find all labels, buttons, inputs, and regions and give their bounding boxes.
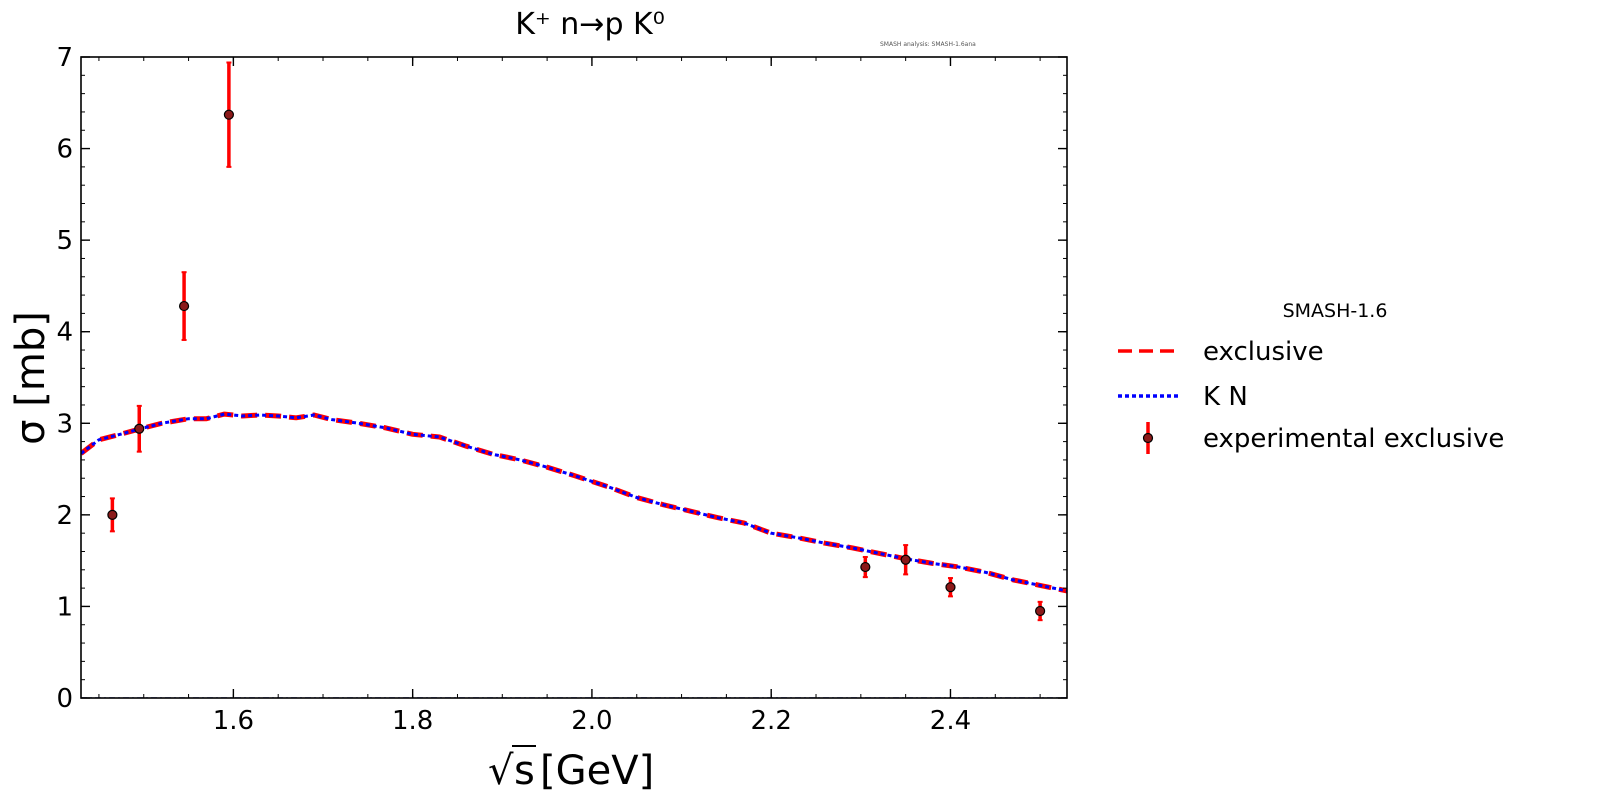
- legend: SMASH-1.6 exclusive K N experimental exc…: [1118, 300, 1504, 454]
- series-line-exclusive: [81, 411, 1067, 594]
- x-axis-label-unit: [GeV]: [540, 748, 654, 794]
- legend-swatch-experimental-marker: [1142, 432, 1154, 444]
- legend-label-exclusive: exclusive: [1203, 337, 1324, 367]
- data-point: [945, 582, 956, 593]
- y-tick-label: 2: [56, 501, 73, 531]
- y-tick-label: 0: [56, 684, 73, 714]
- data-point: [900, 554, 911, 565]
- axes: 1.6 1.8 2.0 2.2 2.4 0 1 2 3 4 5 6 7: [56, 43, 1068, 736]
- x-tick-label: 2.0: [571, 706, 612, 736]
- legend-title: SMASH-1.6: [1283, 300, 1388, 322]
- data-point: [1035, 605, 1046, 617]
- analysis-annotation: SMASH analysis: SMASH-1.6ana: [880, 41, 976, 48]
- x-axis-label-s: s: [514, 748, 535, 794]
- x-axis-label-sqrt: √: [488, 748, 514, 794]
- y-tick-label: 5: [56, 226, 73, 256]
- x-tick-label: 2.2: [751, 706, 792, 736]
- x-tick-label: 2.4: [930, 706, 971, 736]
- chart-title: K⁺ n→p K⁰: [515, 7, 664, 42]
- legend-label-kn: K N: [1203, 382, 1248, 412]
- y-tick-label: 3: [56, 409, 73, 439]
- series-line-kn: [81, 412, 1067, 593]
- x-tick-label: 1.6: [213, 706, 254, 736]
- data-point: [134, 423, 145, 434]
- x-tick-label: 1.8: [392, 706, 433, 736]
- data-point: [860, 561, 871, 573]
- data-point: [178, 300, 190, 312]
- data-point: [223, 109, 234, 120]
- y-tick-label: 6: [56, 135, 73, 165]
- plot-frame: [80, 56, 1068, 699]
- y-tick-label: 4: [56, 318, 73, 348]
- y-axis-label: σ [mb]: [8, 311, 54, 445]
- x-axis-label: √ s [GeV]: [488, 745, 654, 794]
- data-point: [107, 509, 118, 520]
- legend-label-experimental: experimental exclusive: [1203, 424, 1504, 454]
- plot-area: [81, 61, 1067, 698]
- y-tick-label: 7: [56, 43, 73, 73]
- y-tick-label: 1: [56, 592, 73, 622]
